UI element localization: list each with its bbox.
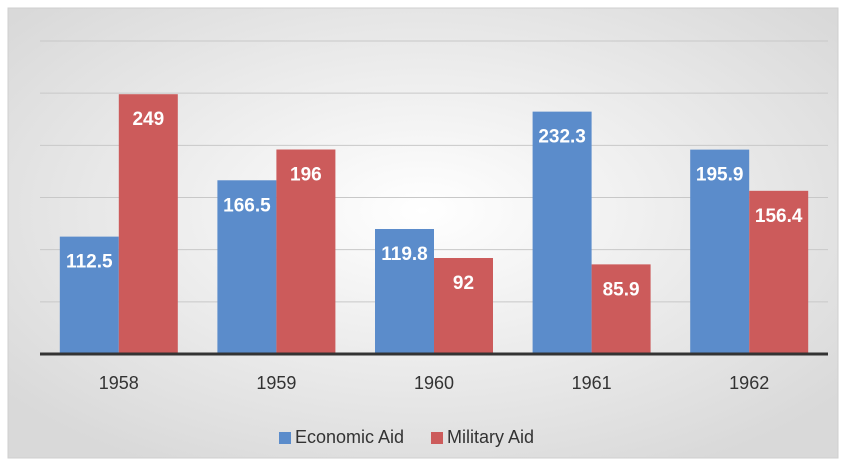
data-label: 85.9	[603, 279, 640, 300]
x-tick-label: 1958	[99, 373, 139, 393]
bar	[375, 229, 434, 354]
bar	[276, 149, 336, 354]
bar	[59, 236, 119, 354]
data-label: 249	[132, 109, 164, 130]
data-label: 232.3	[538, 127, 586, 148]
x-tick-label: 1960	[414, 373, 454, 393]
data-label: 92	[453, 273, 474, 294]
data-label: 195.9	[696, 165, 744, 186]
data-label: 166.5	[223, 195, 271, 216]
bar	[434, 258, 493, 354]
legend-swatch	[431, 432, 443, 444]
x-tick-label: 1961	[572, 373, 612, 393]
legend-swatch	[279, 432, 291, 444]
bar	[118, 94, 178, 355]
x-tick-label: 1962	[729, 373, 769, 393]
bar	[690, 149, 750, 354]
bar	[217, 180, 277, 354]
x-tick-label: 1959	[256, 373, 296, 393]
data-label: 112.5	[66, 252, 113, 273]
data-label: 196	[290, 165, 322, 186]
bar	[749, 190, 809, 354]
legend-label: Military Aid	[447, 427, 534, 447]
bar	[532, 111, 592, 354]
data-label: 119.8	[381, 244, 428, 265]
data-label: 156.4	[755, 206, 803, 227]
legend-label: Economic Aid	[295, 427, 404, 447]
bar	[591, 264, 651, 354]
